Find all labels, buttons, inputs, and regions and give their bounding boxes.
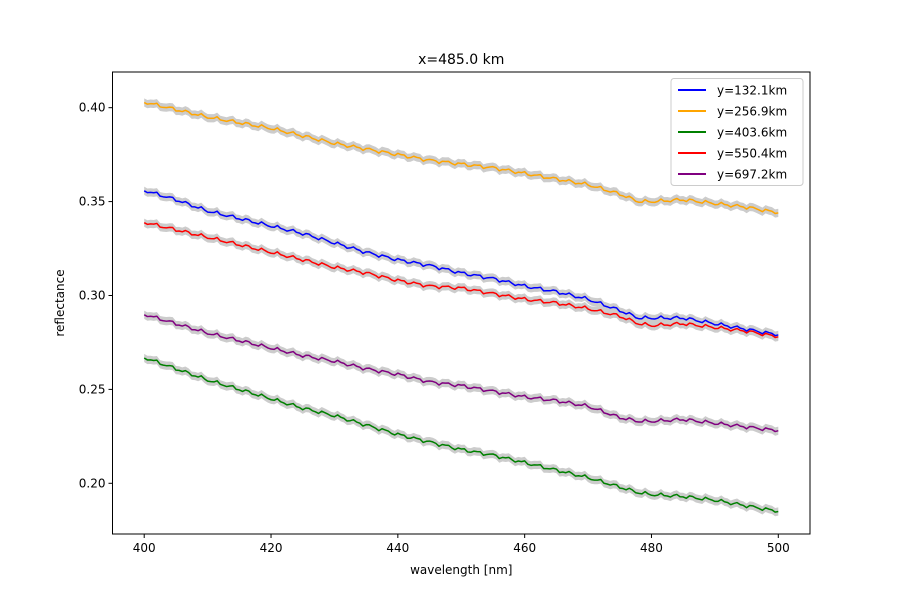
series-line-4 xyxy=(143,222,779,339)
legend-box xyxy=(670,78,804,186)
y-tick-label: 0.20 xyxy=(79,476,106,490)
series-line-5 xyxy=(143,314,779,433)
y-axis-label: reflectance xyxy=(53,269,67,336)
x-axis: 400 420 440 460 480 500 xyxy=(133,534,790,555)
x-tick-label: 480 xyxy=(640,541,663,555)
uncertainty-band-5 xyxy=(144,310,779,436)
x-tick-label: 440 xyxy=(386,541,409,555)
legend-label: y=550.4km xyxy=(717,147,787,161)
y-tick-label: 0.35 xyxy=(79,195,106,209)
x-tick-label: 400 xyxy=(133,541,156,555)
series-line-1 xyxy=(143,190,779,337)
legend-label: y=256.9km xyxy=(717,105,787,119)
y-tick-label: 0.25 xyxy=(79,382,106,396)
series-line-3 xyxy=(143,357,779,513)
y-tick-label: 0.40 xyxy=(79,101,106,115)
series-line-2 xyxy=(143,101,779,215)
legend-label: y=403.6km xyxy=(717,126,787,140)
plot-frame xyxy=(112,71,811,535)
x-tick-label: 420 xyxy=(260,541,283,555)
legend-label: y=132.1km xyxy=(717,84,787,98)
uncertainty-band-3 xyxy=(144,353,779,517)
y-axis: 0.20 0.25 0.30 0.35 0.40 xyxy=(79,101,113,490)
x-tick-label: 460 xyxy=(513,541,536,555)
chart-title: x=485.0 km xyxy=(418,52,504,68)
y-tick-label: 0.30 xyxy=(79,288,106,302)
x-tick-label: 500 xyxy=(767,541,790,555)
legend: y=132.1km y=256.9km y=403.6km y=550.4km y=69… xyxy=(670,78,804,186)
x-axis-label: wavelength [nm] xyxy=(410,563,512,577)
uncertainty-band-2 xyxy=(144,98,779,218)
legend-label: y=697.2km xyxy=(717,168,787,182)
series-lines xyxy=(143,101,779,513)
